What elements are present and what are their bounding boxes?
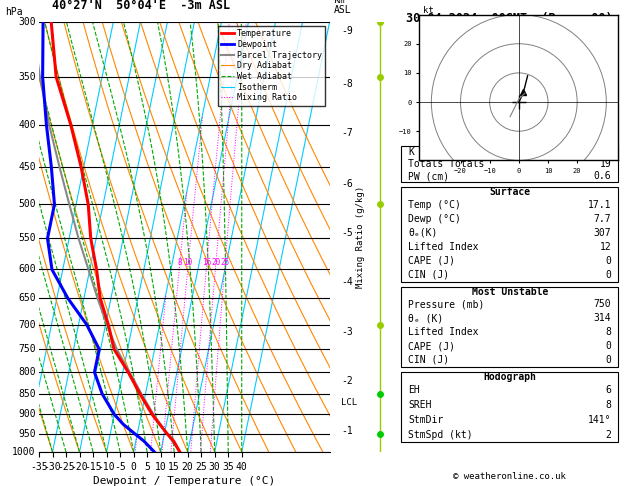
Text: -7: -7 bbox=[342, 128, 353, 139]
Text: -16: -16 bbox=[594, 147, 611, 157]
Text: 0: 0 bbox=[606, 256, 611, 266]
Text: 7.7: 7.7 bbox=[594, 214, 611, 224]
Text: km
ASL: km ASL bbox=[334, 0, 352, 15]
Text: 12: 12 bbox=[599, 242, 611, 252]
Text: CIN (J): CIN (J) bbox=[408, 355, 449, 365]
Text: 30.04.2024  00GMT  (Base: 00): 30.04.2024 00GMT (Base: 00) bbox=[406, 12, 613, 25]
Text: CAPE (J): CAPE (J) bbox=[408, 256, 455, 266]
Text: 6: 6 bbox=[606, 385, 611, 395]
Text: 10: 10 bbox=[184, 258, 192, 266]
Text: -8: -8 bbox=[342, 79, 353, 89]
Text: 2: 2 bbox=[606, 430, 611, 440]
Text: -3: -3 bbox=[342, 327, 353, 337]
Text: -6: -6 bbox=[342, 179, 353, 189]
Text: 850: 850 bbox=[18, 389, 36, 399]
Legend: Temperature, Dewpoint, Parcel Trajectory, Dry Adiabat, Wet Adiabat, Isotherm, Mi: Temperature, Dewpoint, Parcel Trajectory… bbox=[218, 26, 325, 105]
Text: © weatheronline.co.uk: © weatheronline.co.uk bbox=[454, 472, 566, 481]
Text: 0: 0 bbox=[606, 355, 611, 365]
Text: 400: 400 bbox=[18, 120, 36, 130]
Text: K: K bbox=[408, 147, 414, 157]
Text: 800: 800 bbox=[18, 367, 36, 377]
Text: Dewp (°C): Dewp (°C) bbox=[408, 214, 461, 224]
Text: -4: -4 bbox=[342, 278, 353, 287]
Text: -2: -2 bbox=[342, 376, 353, 386]
Text: 141°: 141° bbox=[588, 415, 611, 425]
Text: 8: 8 bbox=[606, 400, 611, 410]
Text: 20: 20 bbox=[211, 258, 220, 266]
Bar bbox=[401, 187, 618, 282]
Text: hPa: hPa bbox=[5, 7, 23, 17]
Text: LCL: LCL bbox=[342, 398, 357, 407]
Text: 0: 0 bbox=[606, 341, 611, 351]
Bar bbox=[401, 287, 618, 367]
Text: Dewpoint / Temperature (°C): Dewpoint / Temperature (°C) bbox=[93, 476, 276, 486]
Text: 17.1: 17.1 bbox=[588, 200, 611, 210]
Text: 19: 19 bbox=[599, 159, 611, 169]
Text: Most Unstable: Most Unstable bbox=[472, 287, 548, 297]
Text: 307: 307 bbox=[594, 228, 611, 238]
Text: 750: 750 bbox=[594, 299, 611, 310]
Text: 25: 25 bbox=[220, 258, 230, 266]
Text: StmSpd (kt): StmSpd (kt) bbox=[408, 430, 473, 440]
Text: Pressure (mb): Pressure (mb) bbox=[408, 299, 484, 310]
Text: 350: 350 bbox=[18, 72, 36, 82]
Text: 900: 900 bbox=[18, 409, 36, 419]
Text: θₑ (K): θₑ (K) bbox=[408, 313, 443, 323]
Text: EH: EH bbox=[408, 385, 420, 395]
Text: 500: 500 bbox=[18, 199, 36, 209]
Text: 8: 8 bbox=[606, 327, 611, 337]
Bar bbox=[401, 146, 618, 182]
Text: CIN (J): CIN (J) bbox=[408, 270, 449, 280]
Text: 650: 650 bbox=[18, 293, 36, 303]
Text: Mixing Ratio (g/kg): Mixing Ratio (g/kg) bbox=[356, 186, 365, 288]
Text: -5: -5 bbox=[342, 227, 353, 238]
Text: θₑ(K): θₑ(K) bbox=[408, 228, 438, 238]
Text: PW (cm): PW (cm) bbox=[408, 171, 449, 181]
Text: 600: 600 bbox=[18, 264, 36, 275]
Bar bbox=[401, 372, 618, 442]
Text: 0.6: 0.6 bbox=[594, 171, 611, 181]
Text: 550: 550 bbox=[18, 233, 36, 243]
Text: StmDir: StmDir bbox=[408, 415, 443, 425]
Text: 0: 0 bbox=[606, 270, 611, 280]
Text: 950: 950 bbox=[18, 429, 36, 439]
Text: 450: 450 bbox=[18, 162, 36, 172]
Text: -1: -1 bbox=[342, 426, 353, 435]
Text: Hodograph: Hodograph bbox=[483, 372, 537, 382]
Text: 314: 314 bbox=[594, 313, 611, 323]
Text: Totals Totals: Totals Totals bbox=[408, 159, 484, 169]
Text: -9: -9 bbox=[342, 26, 353, 36]
Text: CAPE (J): CAPE (J) bbox=[408, 341, 455, 351]
Text: Temp (°C): Temp (°C) bbox=[408, 200, 461, 210]
Text: 8: 8 bbox=[177, 258, 182, 266]
Text: SREH: SREH bbox=[408, 400, 431, 410]
Text: 750: 750 bbox=[18, 344, 36, 354]
Text: Lifted Index: Lifted Index bbox=[408, 327, 479, 337]
Text: 300: 300 bbox=[18, 17, 36, 27]
Text: Lifted Index: Lifted Index bbox=[408, 242, 479, 252]
Text: 16: 16 bbox=[202, 258, 211, 266]
Text: 1000: 1000 bbox=[13, 447, 36, 457]
Text: 40°27'N  50°04'E  -3m ASL: 40°27'N 50°04'E -3m ASL bbox=[52, 0, 230, 12]
Text: Surface: Surface bbox=[489, 188, 530, 197]
Text: 700: 700 bbox=[18, 320, 36, 330]
